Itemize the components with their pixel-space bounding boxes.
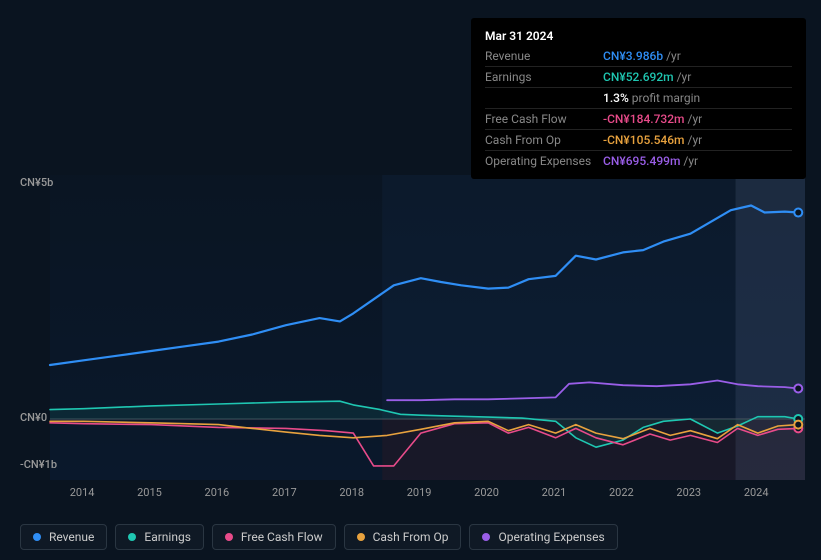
legend-item-earnings[interactable]: Earnings bbox=[115, 524, 204, 550]
legend-dot-icon bbox=[482, 533, 490, 541]
tooltip-row: RevenueCN¥3.986b /yr bbox=[485, 46, 792, 67]
x-tick-label: 2023 bbox=[676, 486, 701, 499]
legend-dot-icon bbox=[128, 533, 136, 541]
x-tick-label: 2024 bbox=[744, 486, 769, 499]
tooltip-row-label: Free Cash Flow bbox=[485, 109, 603, 130]
tooltip-row: 1.3% profit margin bbox=[485, 88, 792, 109]
legend-item-revenue[interactable]: Revenue bbox=[20, 524, 107, 550]
tooltip-row-label: Operating Expenses bbox=[485, 151, 603, 172]
legend-item-fcf[interactable]: Free Cash Flow bbox=[212, 524, 336, 550]
legend-item-opex[interactable]: Operating Expenses bbox=[469, 524, 617, 550]
legend-dot-icon bbox=[33, 533, 41, 541]
x-tick-label: 2017 bbox=[272, 486, 297, 499]
x-tick-label: 2020 bbox=[474, 486, 499, 499]
x-tick-label: 2014 bbox=[70, 486, 95, 499]
legend-label: Free Cash Flow bbox=[241, 530, 323, 544]
legend-label: Cash From Op bbox=[373, 530, 449, 544]
tooltip-row-value: -CN¥184.732m /yr bbox=[603, 109, 792, 130]
tooltip-row-value: CN¥695.499m /yr bbox=[603, 151, 792, 172]
x-tick-label: 2022 bbox=[609, 486, 634, 499]
y-tick-label: CN¥5b bbox=[20, 176, 53, 189]
legend-dot-icon bbox=[225, 533, 233, 541]
tooltip-row-label: Cash From Op bbox=[485, 130, 603, 151]
y-tick-label: CN¥0 bbox=[20, 411, 47, 424]
legend: Revenue Earnings Free Cash Flow Cash From O… bbox=[20, 524, 618, 550]
legend-label: Operating Expenses bbox=[498, 530, 604, 544]
legend-label: Earnings bbox=[144, 530, 191, 544]
tooltip-row-value: -CN¥105.546m /yr bbox=[603, 130, 792, 151]
x-tick-label: 2021 bbox=[542, 486, 567, 499]
tooltip-row: EarningsCN¥52.692m /yr bbox=[485, 67, 792, 88]
tooltip-row: Operating ExpensesCN¥695.499m /yr bbox=[485, 151, 792, 172]
tooltip-row-label: Revenue bbox=[485, 46, 603, 67]
tooltip-row-label: Earnings bbox=[485, 67, 603, 88]
tooltip-row-value: CN¥3.986b /yr bbox=[603, 46, 792, 67]
x-tick-label: 2018 bbox=[339, 486, 364, 499]
x-tick-label: 2015 bbox=[137, 486, 162, 499]
tooltip-row-label bbox=[485, 88, 603, 109]
legend-item-cfo[interactable]: Cash From Op bbox=[344, 524, 462, 550]
tooltip-title: Mar 31 2024 bbox=[485, 26, 792, 46]
y-tick-label: -CN¥1b bbox=[20, 458, 57, 471]
x-tick-label: 2016 bbox=[205, 486, 230, 499]
legend-label: Revenue bbox=[49, 530, 94, 544]
x-tick-label: 2019 bbox=[407, 486, 432, 499]
legend-dot-icon bbox=[357, 533, 365, 541]
tooltip-row: Free Cash Flow-CN¥184.732m /yr bbox=[485, 109, 792, 130]
hover-tooltip: Mar 31 2024 RevenueCN¥3.986b /yrEarnings… bbox=[471, 18, 806, 179]
tooltip-row: Cash From Op-CN¥105.546m /yr bbox=[485, 130, 792, 151]
tooltip-row-value: CN¥52.692m /yr bbox=[603, 67, 792, 88]
tooltip-row-value: 1.3% profit margin bbox=[603, 88, 792, 109]
chart-container: Mar 31 2024 RevenueCN¥3.986b /yrEarnings… bbox=[0, 0, 821, 560]
